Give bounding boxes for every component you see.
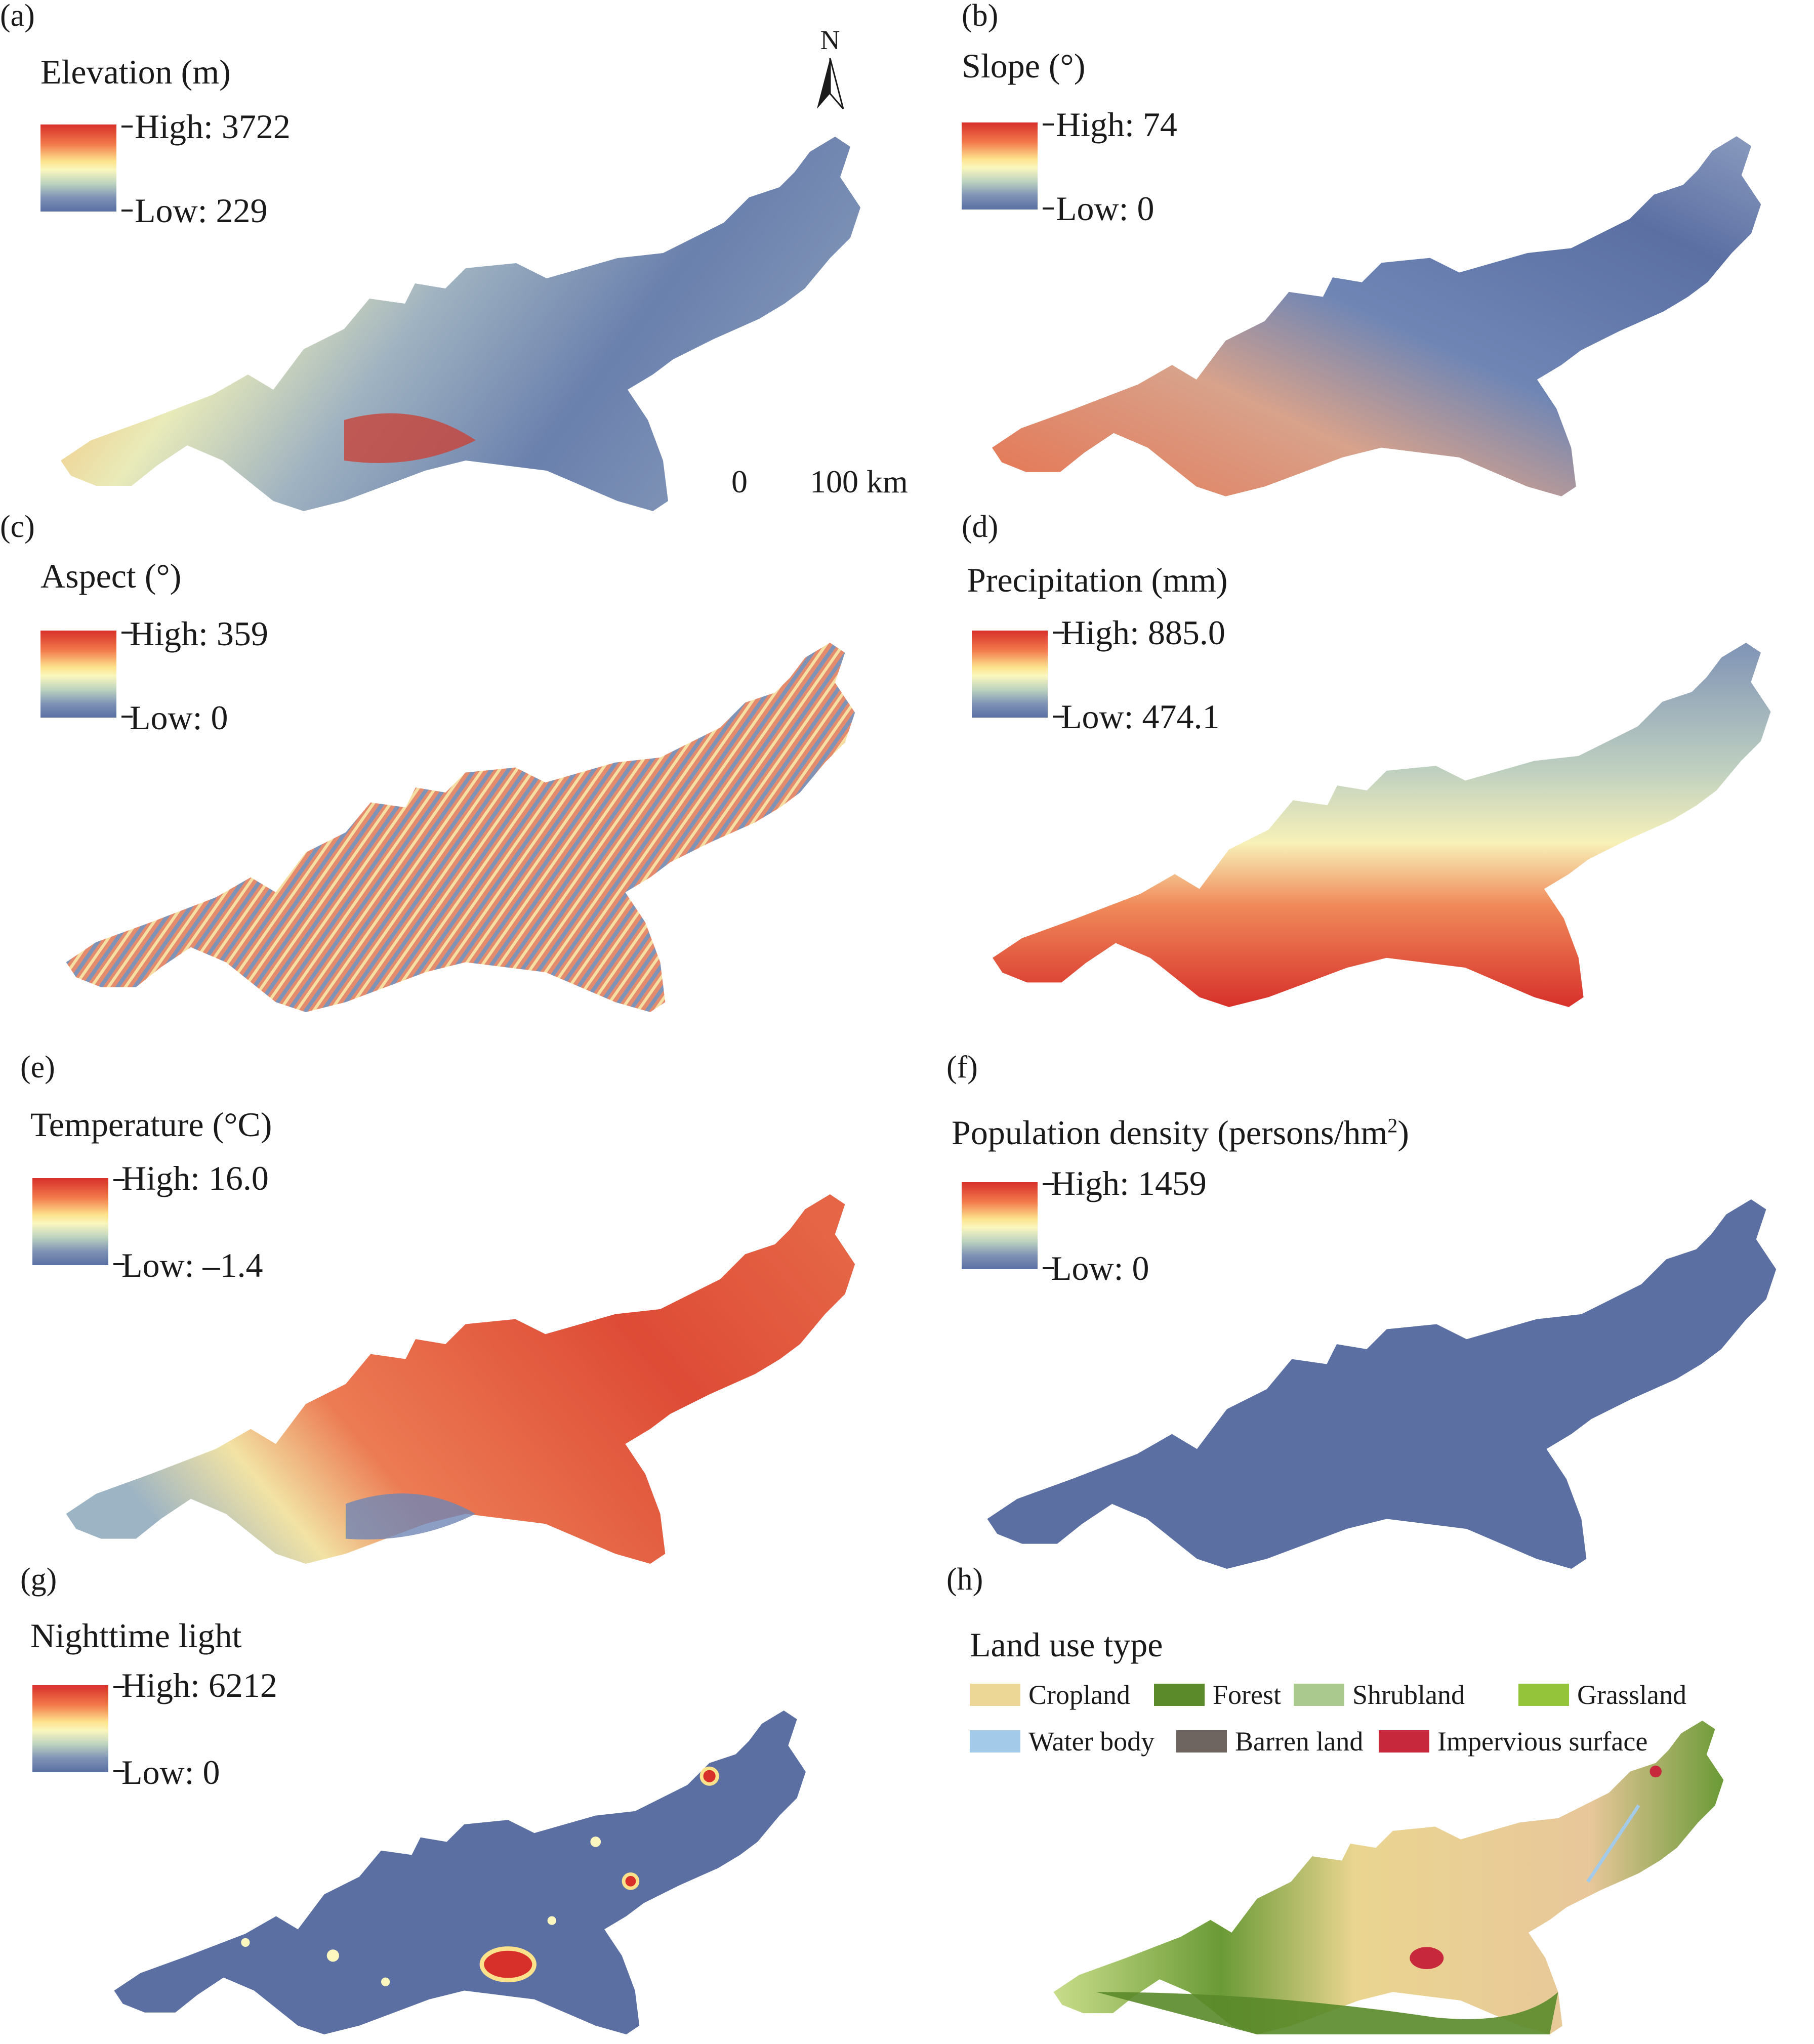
ramp-tick-low (1043, 207, 1054, 210)
legend-swatch (970, 1730, 1020, 1753)
panel-title-superscript: 2 (1387, 1114, 1398, 1137)
legend-label: Cropland (1028, 1680, 1130, 1710)
elevation-map (61, 137, 860, 511)
legend-label: Barren land (1235, 1726, 1364, 1757)
legend-item-grassland: Grassland (1518, 1679, 1686, 1711)
ramp-low-label: Low: 474.1 (1061, 697, 1220, 736)
panel-title: Precipitation (mm) (967, 561, 1228, 599)
north-letter: N (820, 25, 840, 55)
slope-map (992, 136, 1761, 496)
legend-item-barren-land: Barren land (1176, 1726, 1363, 1757)
precipitation-map (993, 643, 1771, 1007)
ramp-low-label: Low: 0 (1051, 1249, 1149, 1287)
color-ramp (40, 124, 116, 212)
ramp-tick-low (121, 716, 133, 718)
color-ramp (32, 1685, 108, 1772)
population-density-map (987, 1199, 1777, 1569)
ramp-high-label: High: 16.0 (121, 1159, 269, 1197)
panel-title-end: ) (1397, 1113, 1409, 1152)
ramp-tick-high (121, 632, 133, 634)
ramp-tick-low (1053, 716, 1064, 718)
panel-title: Aspect (°) (40, 557, 182, 595)
legend-swatch (970, 1684, 1020, 1706)
ramp-tick-high (113, 1179, 125, 1181)
ramp-tick-high (1043, 1183, 1054, 1185)
ramp-tick-low (1043, 1267, 1054, 1269)
panel-label: (f) (946, 1050, 978, 1084)
ramp-high-label: High: 359 (130, 614, 268, 653)
legend-label: Grassland (1577, 1680, 1686, 1710)
panel-title: Temperature (°C) (30, 1105, 272, 1144)
north-arrow-icon: N (817, 25, 844, 109)
color-ramp (32, 1178, 108, 1265)
land-use-map (1053, 1721, 1724, 2034)
legend-swatch (1176, 1730, 1227, 1753)
ramp-high-label: High: 74 (1056, 105, 1177, 144)
legend-swatch (1294, 1684, 1344, 1706)
panel-title: Nighttime light (30, 1616, 242, 1655)
panel-label: (a) (0, 0, 35, 33)
ramp-low-label: Low: –1.4 (121, 1246, 263, 1284)
legend-item-impervious-surface: Impervious surface (1379, 1726, 1647, 1757)
ramp-tick-low (113, 1263, 125, 1265)
legend-label: Shrubland (1352, 1680, 1465, 1710)
ramp-low-label: Low: 0 (130, 698, 228, 737)
panel-title: Elevation (m) (40, 53, 231, 91)
ramp-low-label: Low: 0 (1056, 189, 1155, 228)
ramp-high-label: High: 3722 (135, 107, 291, 146)
legend-swatch (1379, 1730, 1429, 1753)
panel-label: (h) (946, 1562, 983, 1597)
legend-item-forest: Forest (1154, 1679, 1281, 1711)
color-ramp (972, 631, 1048, 718)
ramp-tick-high (1043, 123, 1054, 126)
legend-swatch (1154, 1684, 1205, 1706)
ramp-tick-low (113, 1770, 125, 1772)
ramp-low-label: Low: 229 (135, 191, 268, 230)
legend-item-shrubland: Shrubland (1294, 1679, 1465, 1711)
ramp-high-label: High: 885.0 (1061, 613, 1225, 652)
color-ramp (40, 631, 116, 718)
color-ramp (962, 1182, 1038, 1269)
ramp-tick-low (121, 210, 133, 212)
legend-label: Forest (1213, 1680, 1281, 1710)
legend-label: Impervious surface (1437, 1726, 1648, 1757)
temperature-map (66, 1194, 855, 1564)
legend-item-cropland: Cropland (970, 1679, 1130, 1711)
ramp-high-label: High: 6212 (121, 1666, 277, 1704)
nighttime-light-map (114, 1711, 806, 2034)
color-ramp (962, 122, 1038, 210)
ramp-low-label: Low: 0 (121, 1753, 220, 1791)
ramp-tick-high (113, 1686, 125, 1688)
panel-title-text: Population density (persons/hm (952, 1113, 1388, 1152)
panel-label: (e) (20, 1050, 55, 1084)
panel-title: Slope (°) (962, 47, 1086, 85)
legend-item-water-body: Water body (970, 1726, 1155, 1757)
legend-swatch (1518, 1684, 1569, 1706)
panel-label: (g) (20, 1562, 57, 1597)
ramp-tick-high (1053, 632, 1064, 634)
scale-start: 0 (731, 464, 748, 499)
panel-label: (b) (962, 0, 999, 33)
legend-label: Water body (1028, 1726, 1155, 1757)
ramp-high-label: High: 1459 (1051, 1164, 1207, 1202)
scale-end: 100 km (810, 464, 908, 499)
panel-label: (d) (962, 510, 999, 544)
aspect-map (66, 643, 855, 1012)
ramp-tick-high (121, 126, 133, 128)
panel-title: Population density (persons/hm2) (952, 1115, 1409, 1150)
panel-label: (c) (0, 510, 35, 544)
panel-title: Land use type (970, 1625, 1163, 1664)
